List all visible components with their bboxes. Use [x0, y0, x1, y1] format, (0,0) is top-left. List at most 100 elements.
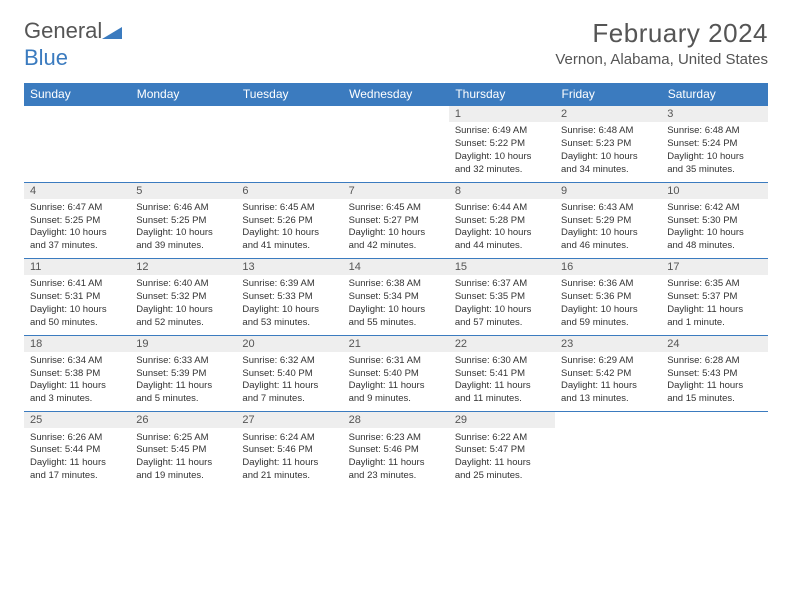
- day-detail-cell: [343, 122, 449, 182]
- weekday-header-row: Sunday Monday Tuesday Wednesday Thursday…: [24, 83, 768, 106]
- day-detail-text: Sunrise: 6:48 AM Sunset: 5:24 PM Dayligh…: [667, 125, 761, 176]
- day-detail-cell: Sunrise: 6:41 AM Sunset: 5:31 PM Dayligh…: [24, 275, 130, 335]
- day-detail-cell: Sunrise: 6:33 AM Sunset: 5:39 PM Dayligh…: [130, 352, 236, 412]
- day-detail-cell: Sunrise: 6:47 AM Sunset: 5:25 PM Dayligh…: [24, 199, 130, 259]
- day-number-cell: 18: [24, 335, 130, 352]
- title-block: February 2024 Vernon, Alabama, United St…: [555, 18, 768, 68]
- day-detail-cell: Sunrise: 6:45 AM Sunset: 5:27 PM Dayligh…: [343, 199, 449, 259]
- month-title: February 2024: [555, 18, 768, 49]
- logo-text: GeneralBlue: [24, 18, 122, 71]
- day-number-cell: [24, 106, 130, 123]
- detail-row: Sunrise: 6:49 AM Sunset: 5:22 PM Dayligh…: [24, 122, 768, 182]
- day-number-cell: 15: [449, 259, 555, 276]
- day-detail-cell: Sunrise: 6:28 AM Sunset: 5:43 PM Dayligh…: [661, 352, 767, 412]
- day-number-cell: 2: [555, 106, 661, 123]
- day-detail-text: Sunrise: 6:22 AM Sunset: 5:47 PM Dayligh…: [455, 432, 549, 483]
- day-number-cell: 14: [343, 259, 449, 276]
- day-detail-cell: Sunrise: 6:26 AM Sunset: 5:44 PM Dayligh…: [24, 428, 130, 488]
- day-detail-text: Sunrise: 6:35 AM Sunset: 5:37 PM Dayligh…: [667, 278, 761, 329]
- day-number-cell: [555, 412, 661, 429]
- day-detail-text: Sunrise: 6:38 AM Sunset: 5:34 PM Dayligh…: [349, 278, 443, 329]
- day-detail-text: Sunrise: 6:34 AM Sunset: 5:38 PM Dayligh…: [30, 355, 124, 406]
- day-detail-text: Sunrise: 6:41 AM Sunset: 5:31 PM Dayligh…: [30, 278, 124, 329]
- day-detail-text: Sunrise: 6:30 AM Sunset: 5:41 PM Dayligh…: [455, 355, 549, 406]
- day-number-cell: 27: [236, 412, 342, 429]
- day-detail-cell: Sunrise: 6:49 AM Sunset: 5:22 PM Dayligh…: [449, 122, 555, 182]
- daynum-row: 45678910: [24, 182, 768, 199]
- day-detail-cell: Sunrise: 6:42 AM Sunset: 5:30 PM Dayligh…: [661, 199, 767, 259]
- day-detail-text: Sunrise: 6:45 AM Sunset: 5:26 PM Dayligh…: [242, 202, 336, 253]
- day-number-cell: 26: [130, 412, 236, 429]
- weekday-thursday: Thursday: [449, 83, 555, 106]
- day-detail-text: Sunrise: 6:47 AM Sunset: 5:25 PM Dayligh…: [30, 202, 124, 253]
- day-detail-cell: Sunrise: 6:38 AM Sunset: 5:34 PM Dayligh…: [343, 275, 449, 335]
- day-number-cell: [661, 412, 767, 429]
- day-detail-cell: Sunrise: 6:32 AM Sunset: 5:40 PM Dayligh…: [236, 352, 342, 412]
- day-detail-cell: Sunrise: 6:34 AM Sunset: 5:38 PM Dayligh…: [24, 352, 130, 412]
- daynum-row: 11121314151617: [24, 259, 768, 276]
- day-number-cell: [130, 106, 236, 123]
- day-detail-text: Sunrise: 6:43 AM Sunset: 5:29 PM Dayligh…: [561, 202, 655, 253]
- day-detail-cell: Sunrise: 6:22 AM Sunset: 5:47 PM Dayligh…: [449, 428, 555, 488]
- day-detail-cell: Sunrise: 6:43 AM Sunset: 5:29 PM Dayligh…: [555, 199, 661, 259]
- day-detail-cell: Sunrise: 6:29 AM Sunset: 5:42 PM Dayligh…: [555, 352, 661, 412]
- logo-text-part1: General: [24, 18, 102, 43]
- weekday-wednesday: Wednesday: [343, 83, 449, 106]
- day-detail-cell: Sunrise: 6:36 AM Sunset: 5:36 PM Dayligh…: [555, 275, 661, 335]
- day-number-cell: 28: [343, 412, 449, 429]
- logo: GeneralBlue: [24, 18, 122, 71]
- weekday-saturday: Saturday: [661, 83, 767, 106]
- day-number-cell: 9: [555, 182, 661, 199]
- day-detail-text: Sunrise: 6:26 AM Sunset: 5:44 PM Dayligh…: [30, 432, 124, 483]
- day-detail-text: Sunrise: 6:23 AM Sunset: 5:46 PM Dayligh…: [349, 432, 443, 483]
- day-detail-cell: Sunrise: 6:45 AM Sunset: 5:26 PM Dayligh…: [236, 199, 342, 259]
- daynum-row: 2526272829: [24, 412, 768, 429]
- day-number-cell: 12: [130, 259, 236, 276]
- calendar-body: 123Sunrise: 6:49 AM Sunset: 5:22 PM Dayl…: [24, 106, 768, 489]
- day-detail-text: Sunrise: 6:28 AM Sunset: 5:43 PM Dayligh…: [667, 355, 761, 406]
- daynum-row: 123: [24, 106, 768, 123]
- logo-triangle-icon: [102, 19, 122, 45]
- logo-text-part2: Blue: [24, 45, 68, 70]
- day-detail-cell: [236, 122, 342, 182]
- detail-row: Sunrise: 6:34 AM Sunset: 5:38 PM Dayligh…: [24, 352, 768, 412]
- location: Vernon, Alabama, United States: [555, 51, 768, 68]
- day-detail-text: Sunrise: 6:24 AM Sunset: 5:46 PM Dayligh…: [242, 432, 336, 483]
- day-detail-cell: Sunrise: 6:30 AM Sunset: 5:41 PM Dayligh…: [449, 352, 555, 412]
- day-number-cell: 10: [661, 182, 767, 199]
- day-detail-cell: [130, 122, 236, 182]
- day-number-cell: 21: [343, 335, 449, 352]
- day-number-cell: 16: [555, 259, 661, 276]
- day-number-cell: 24: [661, 335, 767, 352]
- day-detail-cell: Sunrise: 6:40 AM Sunset: 5:32 PM Dayligh…: [130, 275, 236, 335]
- day-detail-text: Sunrise: 6:32 AM Sunset: 5:40 PM Dayligh…: [242, 355, 336, 406]
- day-number-cell: 13: [236, 259, 342, 276]
- day-detail-cell: Sunrise: 6:31 AM Sunset: 5:40 PM Dayligh…: [343, 352, 449, 412]
- day-number-cell: 3: [661, 106, 767, 123]
- day-number-cell: 25: [24, 412, 130, 429]
- day-detail-cell: Sunrise: 6:35 AM Sunset: 5:37 PM Dayligh…: [661, 275, 767, 335]
- day-number-cell: 20: [236, 335, 342, 352]
- day-number-cell: 1: [449, 106, 555, 123]
- day-number-cell: 22: [449, 335, 555, 352]
- day-detail-cell: Sunrise: 6:24 AM Sunset: 5:46 PM Dayligh…: [236, 428, 342, 488]
- day-detail-cell: Sunrise: 6:39 AM Sunset: 5:33 PM Dayligh…: [236, 275, 342, 335]
- day-detail-text: Sunrise: 6:37 AM Sunset: 5:35 PM Dayligh…: [455, 278, 549, 329]
- day-number-cell: 29: [449, 412, 555, 429]
- day-number-cell: 4: [24, 182, 130, 199]
- day-detail-cell: [661, 428, 767, 488]
- day-detail-cell: Sunrise: 6:48 AM Sunset: 5:24 PM Dayligh…: [661, 122, 767, 182]
- weekday-friday: Friday: [555, 83, 661, 106]
- day-number-cell: 19: [130, 335, 236, 352]
- day-detail-text: Sunrise: 6:25 AM Sunset: 5:45 PM Dayligh…: [136, 432, 230, 483]
- day-detail-text: Sunrise: 6:49 AM Sunset: 5:22 PM Dayligh…: [455, 125, 549, 176]
- day-detail-text: Sunrise: 6:40 AM Sunset: 5:32 PM Dayligh…: [136, 278, 230, 329]
- day-detail-cell: Sunrise: 6:48 AM Sunset: 5:23 PM Dayligh…: [555, 122, 661, 182]
- day-number-cell: 5: [130, 182, 236, 199]
- day-number-cell: [236, 106, 342, 123]
- day-detail-text: Sunrise: 6:29 AM Sunset: 5:42 PM Dayligh…: [561, 355, 655, 406]
- weekday-sunday: Sunday: [24, 83, 130, 106]
- header: GeneralBlue February 2024 Vernon, Alabam…: [24, 18, 768, 71]
- day-detail-cell: Sunrise: 6:37 AM Sunset: 5:35 PM Dayligh…: [449, 275, 555, 335]
- day-detail-text: Sunrise: 6:33 AM Sunset: 5:39 PM Dayligh…: [136, 355, 230, 406]
